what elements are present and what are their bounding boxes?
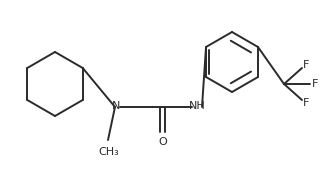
Text: F: F bbox=[312, 79, 318, 89]
Text: N: N bbox=[112, 101, 120, 111]
Text: O: O bbox=[159, 137, 167, 147]
Text: NH: NH bbox=[189, 101, 205, 111]
Text: F: F bbox=[303, 60, 309, 70]
Text: F: F bbox=[303, 98, 309, 108]
Text: CH₃: CH₃ bbox=[99, 147, 119, 157]
